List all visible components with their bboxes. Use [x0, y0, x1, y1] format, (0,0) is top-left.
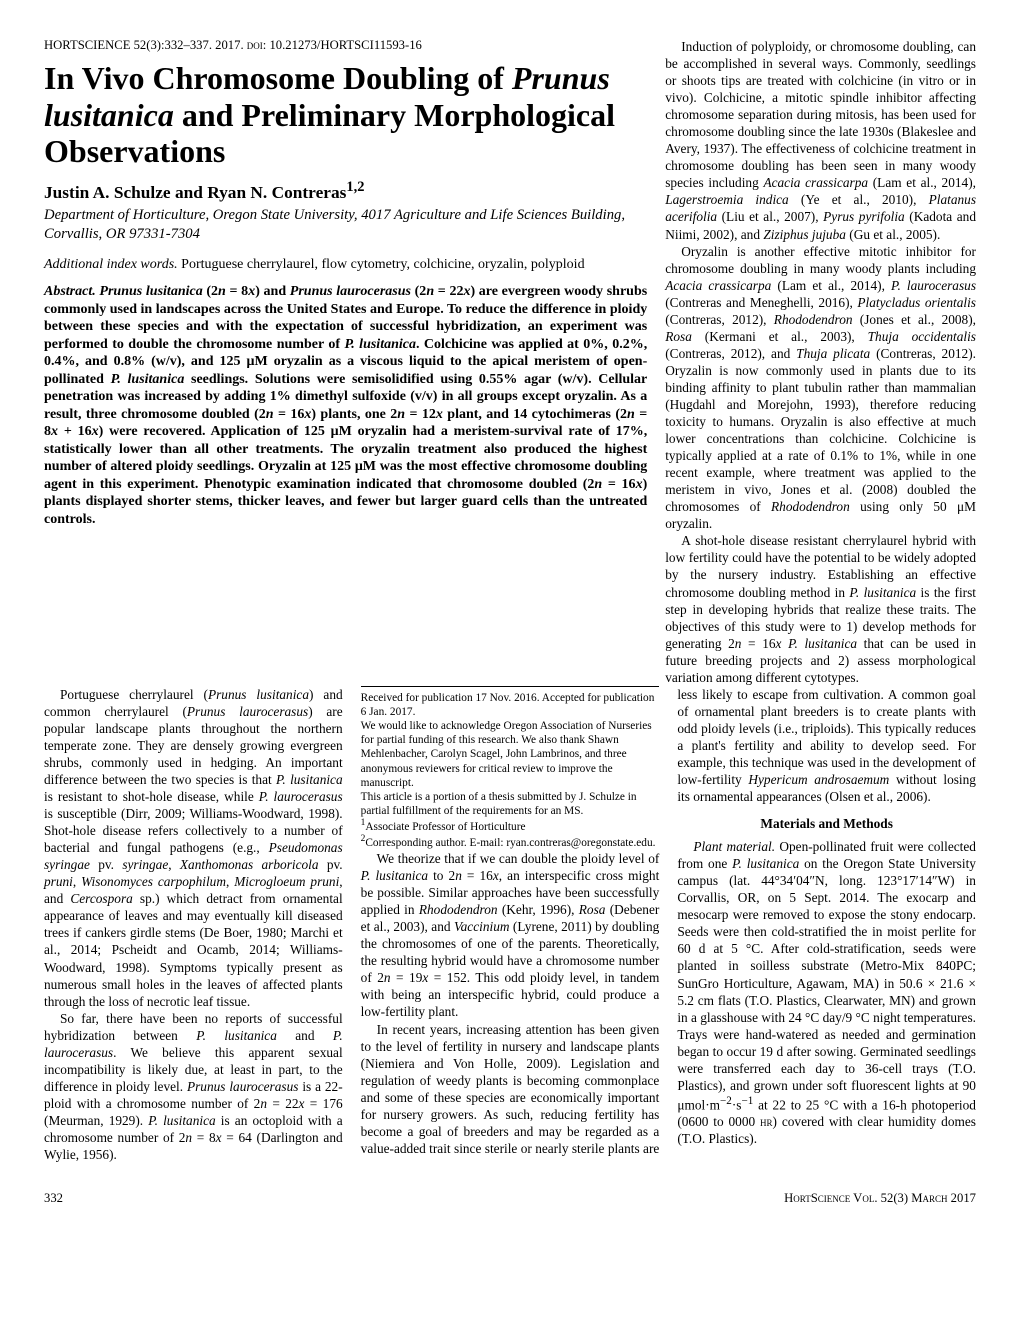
index-words-text: Portuguese cherrylaurel, flow cytometry,…: [178, 257, 585, 272]
index-words-label: Additional index words.: [44, 257, 178, 272]
body-para: A shot-hole disease resistant cherrylaur…: [665, 532, 976, 685]
intro-right-column: Induction of polyploidy, or chromosome d…: [665, 38, 976, 686]
index-words: Additional index words. Portuguese cherr…: [44, 256, 647, 274]
page-number: 332: [44, 1191, 63, 1207]
doi-text: HORTSCIENCE 52(3):332–337. 2017. doi: 10…: [44, 38, 422, 52]
footnote: This article is a portion of a thesis su…: [361, 790, 660, 818]
header-block: HORTSCIENCE 52(3):332–337. 2017. doi: 10…: [44, 38, 647, 686]
body-para: So far, there have been no reports of su…: [44, 1010, 343, 1163]
section-heading-materials: Materials and Methods: [677, 815, 976, 832]
body-para: Plant material. Open-pollinated fruit we…: [677, 838, 976, 1147]
footnote: We would like to acknowledge Oregon Asso…: [361, 719, 660, 790]
body-columns: Portuguese cherrylaurel (Prunus lusitani…: [44, 686, 976, 1163]
abstract: Abstract. Prunus lusitanica (2n = 8x) an…: [44, 283, 647, 528]
footnote: 2Corresponding author. E-mail: ryan.cont…: [361, 834, 660, 850]
doi-line: HORTSCIENCE 52(3):332–337. 2017. doi: 10…: [44, 38, 647, 54]
footnote: 1Associate Professor of Horticulture: [361, 818, 660, 834]
body-para: Induction of polyploidy, or chromosome d…: [665, 38, 976, 243]
abstract-text: Prunus lusitanica (2n = 8x) and Prunus l…: [44, 284, 647, 527]
footer-right: HortScience Vol. 52(3) March 2017: [784, 1191, 976, 1207]
article-title: In Vivo Chromosome Doubling of Prunus lu…: [44, 60, 647, 170]
authors: Justin A. Schulze and Ryan N. Contreras1…: [44, 178, 647, 203]
abstract-label: Abstract.: [44, 284, 96, 299]
affiliation: Department of Horticulture, Oregon State…: [44, 206, 647, 244]
body-para: Portuguese cherrylaurel (Prunus lusitani…: [44, 686, 343, 1010]
footnotes: Received for publication 17 Nov. 2016. A…: [361, 686, 660, 850]
body-para: We theorize that if we can double the pl…: [361, 850, 660, 1020]
page-footer: 332 HortScience Vol. 52(3) March 2017: [44, 1191, 976, 1207]
body-para: Oryzalin is another effective mitotic in…: [665, 243, 976, 533]
footnote: Received for publication 17 Nov. 2016. A…: [361, 691, 660, 719]
